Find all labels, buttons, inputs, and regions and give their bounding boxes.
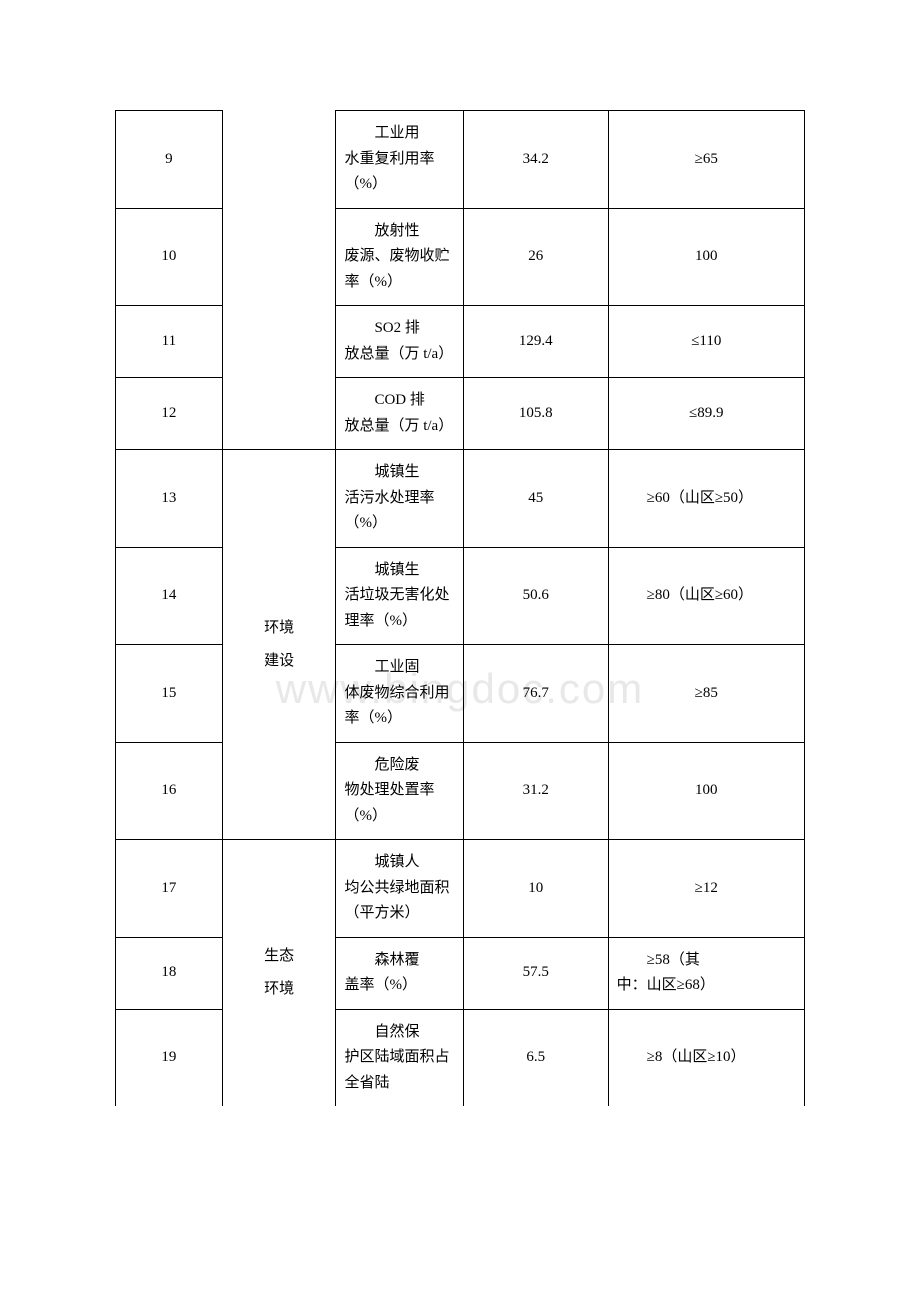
table-row: 10 放射性废源、废物收贮率（%） 26 100: [116, 208, 805, 306]
indicator-cell: 放射性废源、废物收贮率（%）: [336, 208, 463, 306]
indicator-cell: 自然保护区陆域面积占全省陆: [336, 1009, 463, 1106]
target-value: ≥8（山区≥10）: [608, 1009, 804, 1106]
table-row: 19 自然保护区陆域面积占全省陆 6.5 ≥8（山区≥10）: [116, 1009, 805, 1106]
target-value: ≥60（山区≥50）: [608, 450, 804, 548]
target-value: 100: [608, 208, 804, 306]
table-row: 11 SO2 排放总量（万 t/a） 129.4 ≤110: [116, 306, 805, 378]
indicators-table-container: 9 工业用水重复利用率（%） 34.2 ≥65 10 放射性废源、废物收贮率（%…: [115, 110, 805, 1106]
target-value: ≥85: [608, 645, 804, 743]
table-row: 15 工业固体废物综合利用率（%） 76.7 ≥85: [116, 645, 805, 743]
category-env-construction: 环境 建设: [222, 450, 336, 840]
target-value: ≥58（其中：山区≥68）: [608, 937, 804, 1009]
table-row: 12 COD 排放总量（万 t/a） 105.8 ≤89.9: [116, 378, 805, 450]
indicator-cell: 森林覆盖率（%）: [336, 937, 463, 1009]
target-value: ≤89.9: [608, 378, 804, 450]
row-index: 10: [116, 208, 223, 306]
category-cell-empty: [222, 111, 336, 450]
row-index: 17: [116, 840, 223, 938]
current-value: 129.4: [463, 306, 608, 378]
row-index: 18: [116, 937, 223, 1009]
current-value: 76.7: [463, 645, 608, 743]
row-index: 14: [116, 547, 223, 645]
table-row: 9 工业用水重复利用率（%） 34.2 ≥65: [116, 111, 805, 209]
row-index: 9: [116, 111, 223, 209]
table-row: 16 危险废物处理处置率（%） 31.2 100: [116, 742, 805, 840]
category-eco-environment: 生态 环境: [222, 840, 336, 1107]
current-value: 10: [463, 840, 608, 938]
indicators-table: 9 工业用水重复利用率（%） 34.2 ≥65 10 放射性废源、废物收贮率（%…: [115, 110, 805, 1106]
indicator-cell: 危险废物处理处置率（%）: [336, 742, 463, 840]
table-row: 14 城镇生活垃圾无害化处理率（%） 50.6 ≥80（山区≥60）: [116, 547, 805, 645]
table-row: 17 生态 环境 城镇人均公共绿地面积（平方米） 10 ≥12: [116, 840, 805, 938]
indicator-cell: SO2 排放总量（万 t/a）: [336, 306, 463, 378]
current-value: 34.2: [463, 111, 608, 209]
target-value: ≤110: [608, 306, 804, 378]
target-value: ≥65: [608, 111, 804, 209]
target-value: 100: [608, 742, 804, 840]
indicator-cell: 工业固体废物综合利用率（%）: [336, 645, 463, 743]
current-value: 31.2: [463, 742, 608, 840]
indicator-cell: 工业用水重复利用率（%）: [336, 111, 463, 209]
row-index: 13: [116, 450, 223, 548]
indicator-cell: 城镇人均公共绿地面积（平方米）: [336, 840, 463, 938]
current-value: 45: [463, 450, 608, 548]
current-value: 50.6: [463, 547, 608, 645]
row-index: 15: [116, 645, 223, 743]
indicator-cell: COD 排放总量（万 t/a）: [336, 378, 463, 450]
indicator-cell: 城镇生活垃圾无害化处理率（%）: [336, 547, 463, 645]
table-row: 18 森林覆盖率（%） 57.5 ≥58（其中：山区≥68）: [116, 937, 805, 1009]
current-value: 105.8: [463, 378, 608, 450]
indicator-cell: 城镇生活污水处理率（%）: [336, 450, 463, 548]
current-value: 57.5: [463, 937, 608, 1009]
target-value: ≥80（山区≥60）: [608, 547, 804, 645]
row-index: 16: [116, 742, 223, 840]
current-value: 6.5: [463, 1009, 608, 1106]
row-index: 19: [116, 1009, 223, 1106]
target-value: ≥12: [608, 840, 804, 938]
row-index: 12: [116, 378, 223, 450]
row-index: 11: [116, 306, 223, 378]
table-row: 13 环境 建设 城镇生活污水处理率（%） 45 ≥60（山区≥50）: [116, 450, 805, 548]
current-value: 26: [463, 208, 608, 306]
